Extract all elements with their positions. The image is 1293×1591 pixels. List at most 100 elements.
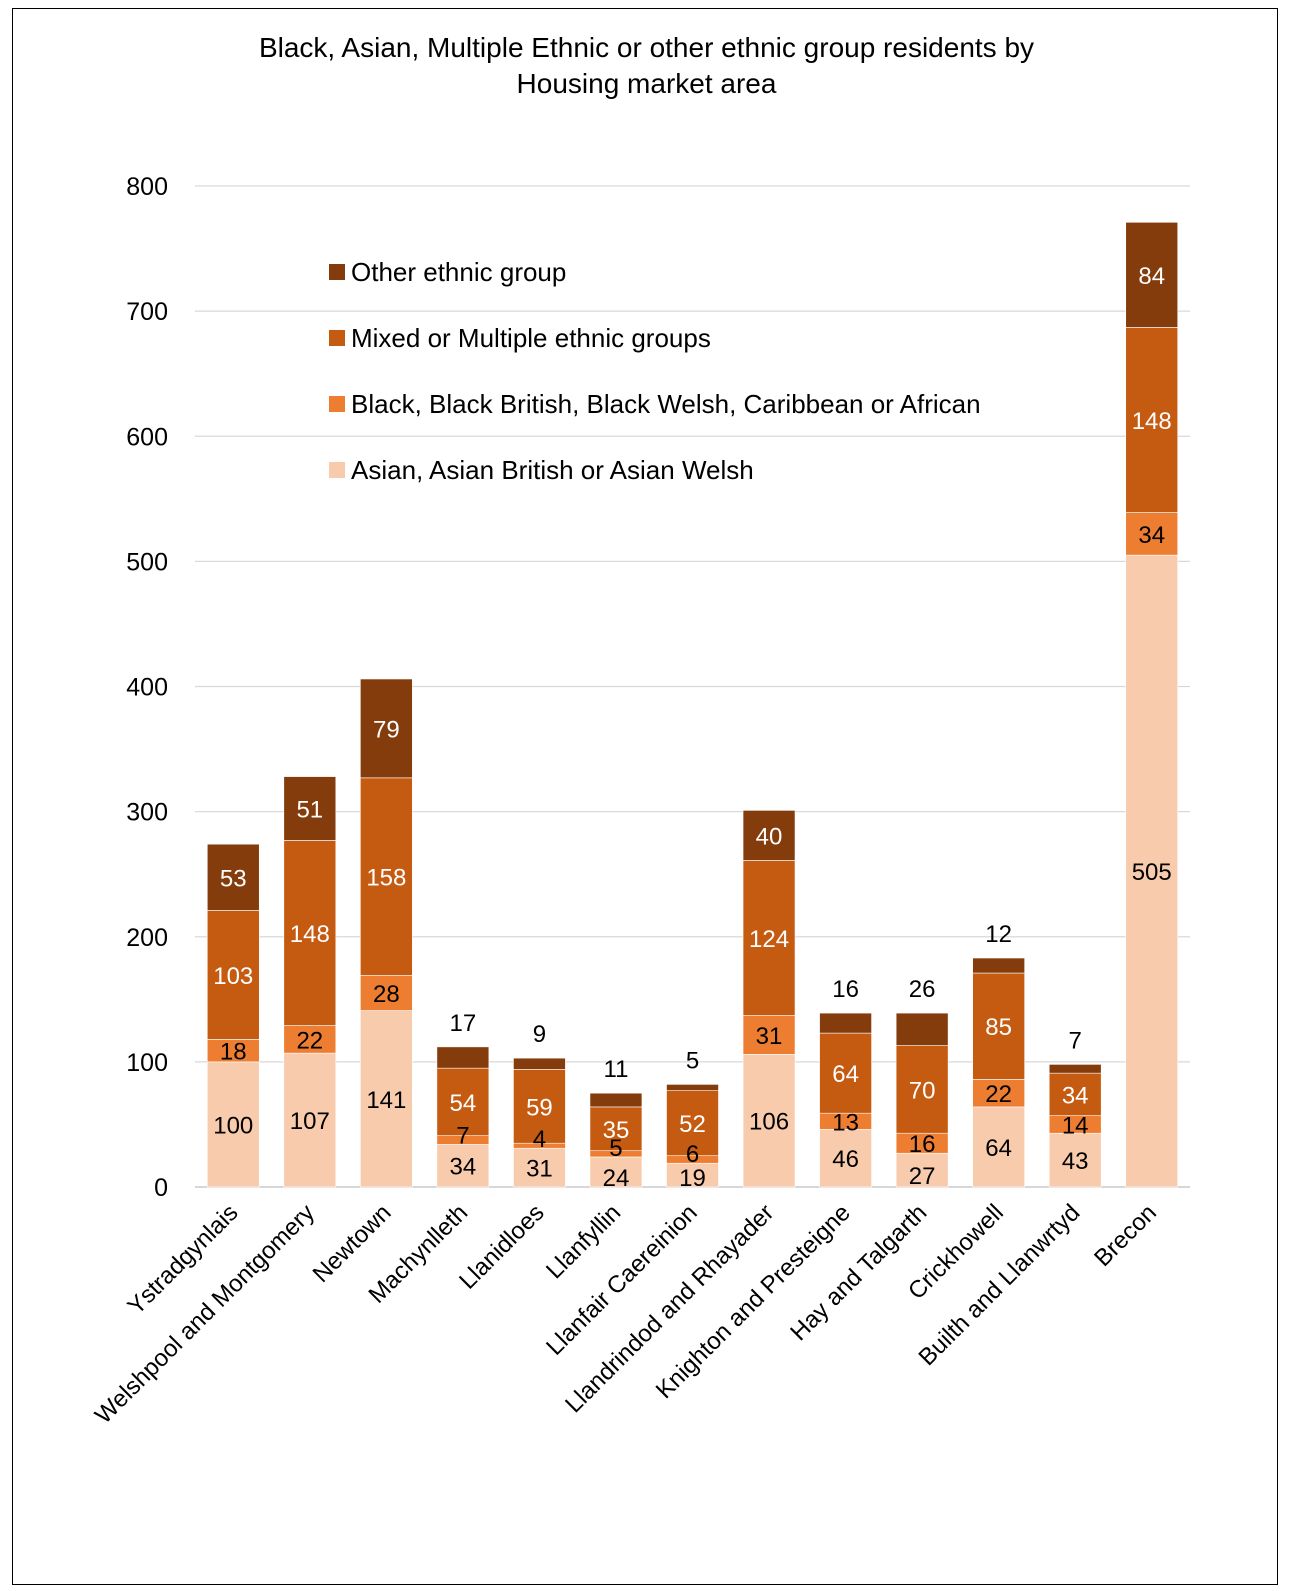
data-label: 148: [1132, 408, 1172, 435]
data-label: 84: [1138, 263, 1165, 290]
data-label: 64: [832, 1061, 859, 1088]
bar-segment: [742, 810, 796, 861]
data-label: 85: [985, 1014, 1012, 1041]
data-label: 24: [603, 1165, 630, 1192]
bars: [206, 221, 1179, 1188]
bar-segment: [742, 1015, 796, 1055]
data-label: 34: [1062, 1082, 1089, 1109]
legend-swatch: [329, 264, 345, 280]
data-label: 34: [1138, 522, 1165, 549]
data-label: 107: [290, 1108, 330, 1135]
data-label: 16: [832, 976, 859, 1003]
bar-segment: [742, 860, 796, 1016]
legend-swatch: [329, 462, 345, 478]
data-label: 124: [749, 926, 789, 953]
bar-segment: [513, 1069, 566, 1144]
bar-segment: [283, 776, 337, 841]
data-label: 59: [526, 1094, 553, 1121]
data-label: 31: [526, 1156, 553, 1183]
bar-segment: [589, 1092, 643, 1108]
bar-segment: [895, 1152, 949, 1188]
y-tick-label: 100: [126, 1049, 168, 1077]
data-label: 16: [909, 1131, 936, 1158]
bar-segment: [819, 1012, 872, 1034]
bar-segment: [436, 1144, 490, 1188]
data-label: 12: [985, 921, 1012, 948]
data-label: 79: [373, 716, 400, 743]
bar-segment: [1048, 1132, 1102, 1188]
data-label: 148: [290, 921, 330, 948]
bar-segment: [436, 1046, 490, 1069]
data-label: 51: [296, 796, 323, 823]
y-tick-label: 300: [126, 799, 168, 827]
legend-swatch: [329, 330, 345, 346]
bar-segment: [436, 1067, 490, 1136]
bar-segment: [283, 840, 337, 1026]
legend-swatch: [329, 396, 345, 412]
bar-segment: [1125, 512, 1179, 556]
y-tick-label: 700: [126, 298, 168, 326]
x-tick-label: Hay and Talgarth: [785, 1199, 932, 1346]
data-label: 100: [213, 1112, 253, 1139]
bar-segment: [1125, 221, 1179, 328]
data-label: 28: [373, 981, 400, 1008]
legend-label: Black, Black British, Black Welsh, Carib…: [351, 389, 981, 419]
data-label: 5: [686, 1047, 699, 1074]
chart-title-line-1: Black, Asian, Multiple Ethnic or other e…: [258, 32, 1035, 63]
bar-segment: [206, 1061, 260, 1188]
bar-segment: [513, 1057, 566, 1070]
data-label: 5: [609, 1135, 622, 1162]
data-label: 18: [220, 1039, 247, 1066]
bar-segment: [972, 1106, 1025, 1188]
data-label: 34: [450, 1154, 477, 1181]
y-axis: 0 100 200 300 400 500 600 700 800: [126, 173, 168, 1202]
data-label: 4: [533, 1126, 546, 1153]
legend-label: Other ethnic group: [351, 257, 566, 287]
bar-segment: [1048, 1064, 1102, 1074]
bar-segment: [360, 1010, 413, 1188]
x-tick-label: Brecon: [1089, 1199, 1162, 1272]
data-label: 141: [366, 1087, 406, 1114]
y-tick-label: 0: [154, 1174, 168, 1202]
data-label: 54: [450, 1090, 477, 1117]
legend: Other ethnic group Mixed or Multiple ethn…: [329, 257, 981, 485]
y-tick-label: 400: [126, 674, 168, 702]
data-labels: 1001810353107221485114128158793475417314…: [213, 263, 1172, 1192]
data-label: 158: [366, 865, 406, 892]
bar-segment: [589, 1156, 643, 1188]
data-label: 19: [679, 1165, 706, 1192]
data-label: 11: [604, 1056, 629, 1083]
data-label: 505: [1132, 859, 1172, 886]
chart-title-line-2: Housing market area: [516, 68, 777, 99]
bar-segment: [360, 777, 413, 976]
data-label: 53: [220, 865, 247, 892]
y-tick-label: 600: [126, 423, 168, 451]
data-label: 40: [756, 823, 783, 850]
data-label: 9: [533, 1021, 546, 1048]
legend-label: Asian, Asian British or Asian Welsh: [351, 455, 754, 485]
data-label: 70: [909, 1077, 936, 1104]
legend-label: Mixed or Multiple ethnic groups: [351, 323, 711, 353]
data-label: 26: [909, 976, 936, 1003]
chart-frame: [12, 8, 1278, 1585]
data-label: 14: [1062, 1112, 1089, 1139]
data-label: 27: [909, 1163, 936, 1190]
bar-segment: [895, 1045, 949, 1134]
bar-segment: [895, 1012, 949, 1046]
bar-segment: [283, 1025, 337, 1054]
bar-segment: [360, 975, 413, 1011]
bar-segment: [1125, 554, 1179, 1188]
x-tick-label: Llanidloes: [454, 1199, 550, 1295]
chart-title: Black, Asian, Multiple Ethnic or other e…: [0, 30, 1293, 102]
data-label: 43: [1062, 1148, 1089, 1175]
y-tick-label: 200: [126, 924, 168, 952]
data-label: 35: [603, 1117, 630, 1144]
bar-segment: [819, 1129, 872, 1188]
data-label: 6: [686, 1141, 699, 1168]
data-label: 22: [985, 1081, 1012, 1108]
y-tick-label: 500: [126, 548, 168, 576]
bar-segment: [206, 843, 260, 911]
data-label: 103: [213, 963, 253, 990]
